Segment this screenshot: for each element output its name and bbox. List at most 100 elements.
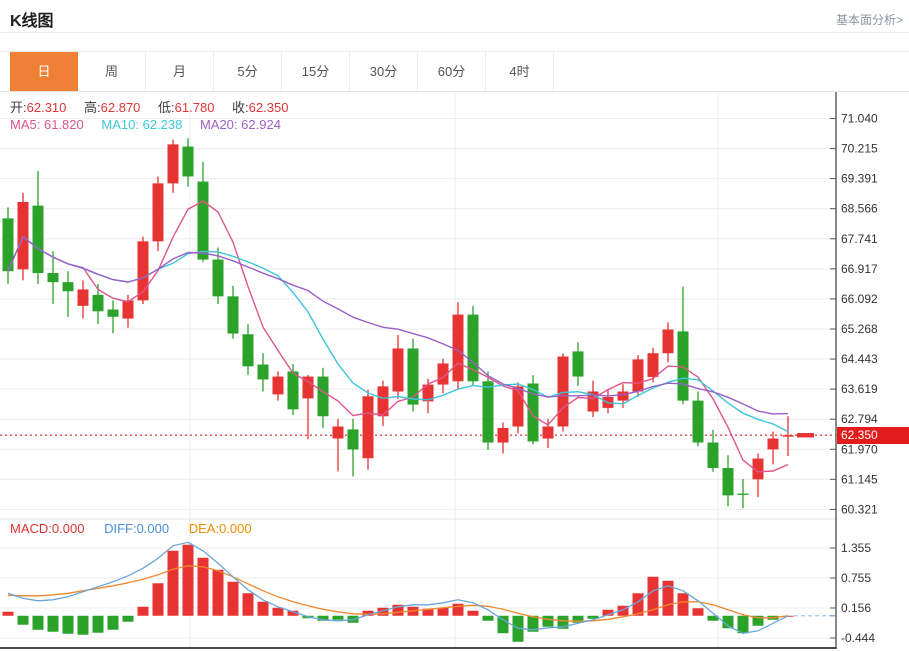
macd-hist-bar — [632, 593, 644, 616]
y-axis-label: 64.443 — [841, 352, 878, 366]
candle-body — [512, 386, 524, 427]
ma10-readout: MA10: 62.238 — [101, 117, 183, 132]
macd-hist-bar — [32, 615, 44, 630]
macd-hist-bar — [182, 544, 194, 616]
current-price-badge: 62.350 — [837, 427, 909, 444]
macd-hist-bar — [257, 601, 269, 616]
macd-value-readout: MACD:0.000 — [10, 521, 85, 536]
macd-hist-bar — [227, 581, 239, 616]
macd-hist-bar — [587, 615, 599, 619]
candle-body — [107, 309, 119, 317]
ma20-line — [7, 235, 789, 415]
tab-5min[interactable]: 5分 — [214, 52, 282, 91]
y-axis-label: 70.215 — [841, 142, 878, 156]
candle-body — [647, 353, 659, 377]
candle-body — [737, 493, 749, 495]
ma5-readout: MA5: 61.820 — [10, 117, 84, 132]
macd-hist-bar — [107, 615, 119, 630]
macd-hist-bar — [647, 576, 659, 616]
ma-readout: MA5: 61.820 MA10: 62.238 MA20: 62.924 — [10, 117, 281, 132]
tab-week[interactable]: 周 — [78, 52, 146, 91]
macd-readout: MACD:0.000 DIFF:0.000 DEA:0.000 — [10, 521, 252, 536]
candle-body — [707, 442, 719, 469]
candle-body — [17, 201, 29, 270]
ma5-line — [7, 200, 789, 473]
candle-body — [617, 391, 629, 401]
timeframe-tabs: 日 周 月 5分 15分 30分 60分 4时 — [0, 51, 909, 92]
macd-hist-bar — [497, 615, 509, 634]
macd-hist-bar — [572, 615, 584, 623]
candle-body — [557, 356, 569, 427]
candle-body — [662, 329, 674, 354]
macd-hist-bar — [362, 610, 374, 616]
y-axis-label: 69.391 — [841, 172, 878, 186]
open-label: 开: — [10, 100, 27, 115]
candle-body — [482, 381, 494, 443]
macd-hist-bar — [467, 610, 479, 616]
tab-4hour[interactable]: 4时 — [486, 52, 554, 91]
tab-60min[interactable]: 60分 — [418, 52, 486, 91]
macd-hist-bar — [437, 607, 449, 616]
macd-hist-bar — [62, 615, 74, 634]
macd-hist-bar — [287, 610, 299, 616]
macd-hist-bar — [392, 604, 404, 616]
low-value: 61.780 — [174, 100, 215, 115]
candle-body — [752, 458, 764, 480]
ma20-readout: MA20: 62.924 — [199, 117, 281, 132]
candle-body — [527, 383, 539, 442]
macd-hist-bar — [602, 609, 614, 616]
macd-hist-bar — [617, 605, 629, 616]
macd-hist-bar — [422, 608, 434, 616]
y-axis-label: 66.092 — [841, 292, 878, 306]
candle-body — [182, 146, 194, 177]
open-value: 62.310 — [26, 100, 67, 115]
macd-hist-bar — [212, 569, 224, 616]
macd-hist-bar — [197, 557, 209, 616]
low-label: 低: — [158, 100, 175, 115]
candle-body — [572, 351, 584, 377]
chart-area: 71.040 70.215 69.391 68.566 67.741 66.917 66.0… — [0, 92, 909, 651]
candle-body — [152, 183, 164, 242]
macd-hist-bar — [452, 603, 464, 616]
y-axis-label: 61.970 — [841, 442, 878, 456]
current-price-marker — [797, 433, 814, 438]
y-axis-label: 62.794 — [841, 412, 878, 426]
tab-month[interactable]: 月 — [146, 52, 214, 91]
candle-body — [212, 259, 224, 297]
fundamental-analysis-link[interactable]: 基本面分析> — [835, 13, 903, 27]
tab-day[interactable]: 日 — [10, 52, 78, 91]
candle-body — [92, 294, 104, 312]
macd-hist-bar — [332, 615, 344, 620]
macd-hist-bar — [722, 615, 734, 629]
candle-body — [587, 391, 599, 412]
high-value: 62.870 — [100, 100, 141, 115]
macd-hist-bar — [662, 580, 674, 616]
diff-value-readout: DIFF:0.000 — [104, 521, 170, 536]
close-label: 收: — [232, 100, 249, 115]
macd-hist-bar — [482, 615, 494, 621]
y-axis-label: 65.268 — [841, 322, 878, 336]
candle-body — [677, 331, 689, 401]
tab-30min[interactable]: 30分 — [350, 52, 418, 91]
y-axis-label: 67.741 — [841, 232, 878, 246]
candle-body — [227, 296, 239, 334]
candle-body — [47, 273, 59, 283]
macd-hist-bar — [377, 607, 389, 616]
candle-body — [2, 218, 14, 272]
kline-chart[interactable]: 71.040 70.215 69.391 68.566 67.741 66.917 66.0… — [0, 92, 909, 651]
page-header: K线图 基本面分析> — [0, 0, 909, 33]
candle-body — [332, 426, 344, 439]
macd-axis-label: -0.444 — [841, 631, 875, 645]
y-axis-label: 61.145 — [841, 472, 878, 486]
macd-hist-bar — [542, 615, 554, 627]
macd-hist-bar — [77, 615, 89, 635]
macd-hist-bar — [152, 583, 164, 616]
tab-15min[interactable]: 15分 — [282, 52, 350, 91]
candle-body — [197, 181, 209, 260]
dea-value-readout: DEA:0.000 — [188, 521, 252, 536]
dea-line — [7, 565, 789, 622]
candle-body — [32, 205, 44, 274]
macd-axis-label: 1.355 — [841, 541, 871, 555]
macd-hist-bar — [17, 615, 29, 625]
macd-axis-label: 0.156 — [841, 601, 871, 615]
